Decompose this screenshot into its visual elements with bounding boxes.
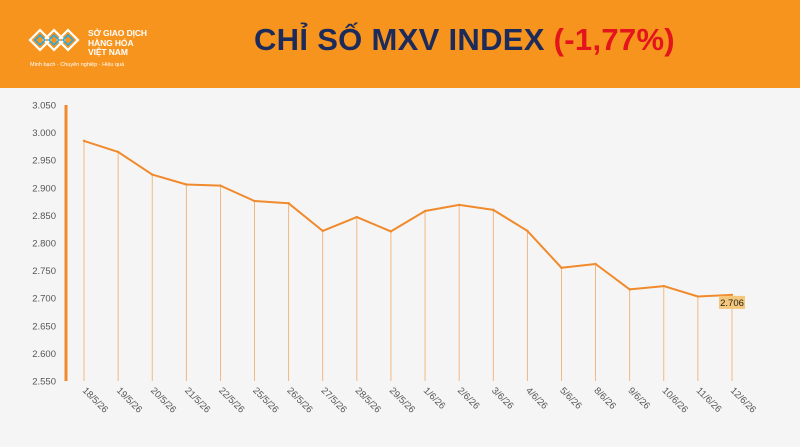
data-point [492,209,494,211]
x-tick-label: 22/5/26 [216,385,246,415]
x-tick-label: 3/6/26 [489,385,515,411]
y-tick-label: 2.750 [32,266,56,277]
y-tick-label: 2.700 [32,294,56,305]
exchange-logo: SỞ GIAO DỊCH HÀNG HÓA VIỆT NAM Minh bạch… [26,22,166,74]
chart-panel: 2.550 2.600 2.650 2.700 2.750 2.800 2.850 2.900… [0,88,800,447]
data-point [731,294,733,296]
chart-title: CHỈ SỐ MXV INDEX (-1,77%) [254,22,675,58]
data-point [117,151,119,153]
y-tick-label: 2.600 [32,349,56,360]
logo-name: SỞ GIAO DỊCH HÀNG HÓA VIỆT NAM [88,29,168,58]
title-main: CHỈ SỐ MXV INDEX [254,22,545,57]
x-tick-label: 20/5/26 [148,385,178,415]
y-tick-label: 3.050 [32,101,56,112]
logo-mark-icon [26,22,86,58]
x-tick-label: 28/5/26 [353,385,383,415]
x-tick-label: 18/5/26 [80,385,110,415]
x-tick-label: 10/6/26 [660,385,690,415]
data-point [83,140,85,142]
x-tick-label: 5/6/26 [557,385,583,411]
y-tick-label: 2.850 [32,211,56,222]
data-point [356,216,358,218]
y-tick-label: 2.550 [32,377,56,388]
data-point [219,184,221,186]
x-tick-label: 1/6/26 [421,385,447,411]
y-tick-label: 3.000 [32,128,56,139]
x-tick-label: 26/5/26 [285,385,315,415]
y-tick-label: 2.950 [32,156,56,167]
data-point [424,210,426,212]
data-point [628,288,630,290]
mxv-index-line [84,141,732,297]
y-tick-label: 2.800 [32,239,56,250]
x-tick-label: 2/6/26 [455,385,481,411]
y-tick-label: 2.650 [32,321,56,332]
x-tick-label: 11/6/26 [694,385,724,415]
x-tick-label: 29/5/26 [387,385,417,415]
x-tick-label: 25/5/26 [250,385,280,415]
x-tick-label: 12/6/26 [728,385,758,415]
x-tick-label: 8/6/26 [591,385,617,411]
header-banner: SỞ GIAO DỊCH HÀNG HÓA VIỆT NAM Minh bạch… [0,0,800,88]
data-point [663,285,665,287]
data-point [697,295,699,297]
last-value-label: 2.706 [720,298,744,309]
data-point [526,230,528,232]
x-tick-label: 19/5/26 [114,385,144,415]
data-point [560,267,562,269]
x-tick-label: 21/5/26 [182,385,212,415]
data-point [458,204,460,206]
data-point [322,230,324,232]
data-point [594,263,596,265]
data-point [151,173,153,175]
logo-tagline: Minh bạch · Chuyên nghiệp · Hiệu quả [30,62,124,68]
data-point [185,183,187,185]
y-tick-label: 2.900 [32,183,56,194]
x-tick-label: 27/5/26 [319,385,349,415]
logo-line-3: VIỆT NAM [88,48,168,58]
data-point [390,230,392,232]
x-tick-label: 9/6/26 [626,385,652,411]
data-point [253,200,255,202]
x-tick-label: 4/6/26 [523,385,549,411]
data-point [287,202,289,204]
title-change: (-1,77%) [554,22,675,57]
line-chart: 2.550 2.600 2.650 2.700 2.750 2.800 2.850 2.900… [0,88,800,447]
